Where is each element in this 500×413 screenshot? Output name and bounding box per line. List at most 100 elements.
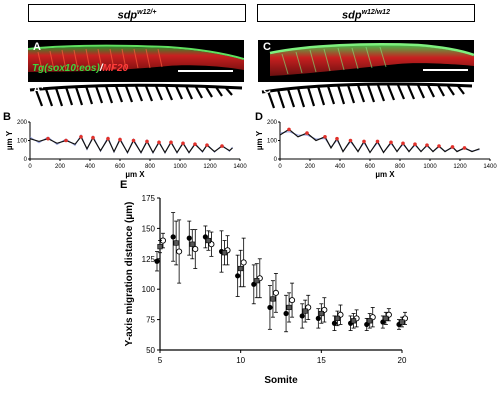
panel-c-image: [258, 40, 474, 82]
panel-b-trace-chart: 0 200 400 600 800 1000 1200 1400 0 100 200 µm X µm Y: [5, 120, 247, 179]
chart-e-point-filled: [299, 313, 305, 319]
chart-e-point-filled: [283, 310, 289, 317]
trace-d-y-tick-label: 100: [267, 139, 278, 145]
panel-c-micrograph: [269, 43, 474, 76]
panel-label-a-prime: A': [33, 84, 44, 96]
chart-e-point-square: [270, 296, 276, 302]
header-left-base: sdp: [117, 9, 138, 22]
panel-e-migration-chart: 50 75 100 125 150 175 5 10 15 20 Somite Y-axis migr…: [124, 194, 409, 386]
chart-e-point-filled: [235, 273, 241, 279]
panel-a-micrograph: [28, 44, 244, 72]
chart-e-point-square: [286, 304, 292, 311]
trace-b-peak-marker: [91, 135, 95, 140]
chart-e-point-open: [192, 246, 199, 253]
trace-d-y-axis-label: µm Y: [255, 130, 264, 150]
label-mf20: MF20: [102, 63, 129, 74]
panel-d-trace-chart: 0 200 400 600 800 1000 1200 1400 0 100 200 µm X µm Y: [255, 120, 497, 179]
chart-e-point-filled: [315, 315, 321, 321]
panel-label-b: B: [3, 111, 11, 123]
trace-b-peak-marker: [157, 140, 161, 145]
panel-label-c-prime: C': [263, 84, 274, 96]
trace-b-x-axis-label: µm X: [125, 170, 145, 179]
trace-d-peak-marker: [348, 138, 353, 143]
trace-b-y-tick-label: 100: [17, 139, 28, 145]
chart-e-point-filled: [154, 258, 160, 264]
trace-d-x-tick-label: 200: [305, 164, 316, 170]
panel-c-prime-skeleton: [258, 82, 474, 110]
header-left-genotype: w12/+: [137, 9, 157, 16]
chart-e-point-filled: [186, 235, 192, 241]
trace-b-peak-marker: [46, 136, 50, 141]
trace-d-peak-marker: [335, 136, 339, 141]
trace-b-peak-marker: [118, 137, 122, 142]
chart-e-point-square: [302, 308, 308, 314]
panel-a-prime-skeleton: [28, 82, 244, 110]
trace-d-peak-marker: [462, 146, 467, 150]
trace-d-peak-marker: [437, 144, 441, 148]
chart-e-point-square: [318, 310, 324, 317]
label-close: ): [96, 63, 100, 74]
trace-b-peak-marker: [181, 141, 185, 146]
chart-e-y-tick-label: 125: [142, 255, 156, 264]
trace-b-peak-marker: [79, 135, 83, 139]
panel-label-d: D: [255, 111, 263, 123]
trace-d-peak-marker: [305, 131, 309, 135]
chart-e-point-square: [221, 250, 228, 256]
trace-d-peak-marker: [375, 139, 380, 144]
panel-label-a: A: [33, 41, 41, 53]
chart-e-point-square: [351, 318, 357, 324]
trace-d-peak-marker: [450, 145, 455, 149]
panel-a-image: Tg(sox10:eos)/MF20: [28, 40, 244, 82]
panel-label-e: E: [120, 179, 128, 191]
trace-b-y-tick-label: 200: [17, 120, 28, 126]
trace-b-trace-line: [29, 135, 233, 154]
trace-b-y-tick-label: 0: [24, 157, 28, 163]
trace-d-y-tick-label: 0: [274, 157, 278, 163]
chart-e-x-tick-label: 5: [158, 356, 163, 365]
trace-b-peak-marker: [106, 136, 110, 141]
trace-b-x-tick-label: 600: [115, 164, 126, 170]
trace-d-y-tick-label: 200: [267, 120, 278, 126]
chart-e-point-open: [289, 297, 296, 304]
trace-d-trace-line: [279, 128, 480, 154]
trace-d-x-tick-label: 1200: [453, 164, 467, 170]
panel-a-prime-trace: [29, 83, 243, 107]
chart-e-point-open: [240, 259, 247, 266]
chart-e-point-square: [173, 240, 179, 246]
chart-e-point-square: [383, 315, 389, 321]
header-heterozygous: sdpw12/+: [28, 4, 246, 22]
chart-e-point-open: [272, 289, 279, 296]
trace-b-peak-marker: [145, 139, 149, 144]
label-tg: Tg(: [32, 63, 48, 74]
trace-d-x-axis-label: µm X: [375, 170, 395, 179]
trace-d-peak-marker: [323, 135, 327, 139]
chart-e-point-square: [189, 241, 195, 247]
trace-d-x-tick-label: 1000: [423, 164, 437, 170]
panel-a-stain-label: Tg(sox10:eos)/MF20: [32, 63, 128, 74]
chart-e-x-tick-label: 20: [398, 356, 407, 365]
trace-b-peak-marker: [64, 138, 68, 143]
chart-e-x-axis-label: Somite: [264, 375, 298, 386]
trace-b-x-tick-label: 1400: [233, 164, 247, 170]
trace-d-peak-marker: [389, 140, 393, 145]
chart-e-point-square: [367, 318, 373, 324]
label-slash: /: [99, 63, 103, 74]
chart-e-point-filled: [170, 234, 176, 240]
trace-b-x-tick-label: 1200: [203, 164, 217, 170]
trace-b-peak-marker: [131, 138, 136, 143]
trace-b-x-tick-label: 200: [55, 164, 66, 170]
trace-b-x-tick-label: 800: [145, 164, 156, 170]
chart-e-point-square: [205, 237, 211, 244]
chart-e-point-filled: [267, 304, 273, 311]
chart-e-y-tick-label: 50: [146, 346, 155, 355]
trace-d-peak-marker: [425, 143, 429, 147]
header-right-genotype: w12/w12: [361, 9, 390, 16]
chart-e-point-square: [238, 265, 244, 272]
trace-b-peak-marker: [220, 144, 224, 148]
trace-d-peak-marker: [362, 139, 366, 144]
chart-e-y-tick-label: 75: [146, 316, 155, 325]
trace-b-x-tick-label: 1000: [173, 164, 187, 170]
trace-b-peak-marker: [193, 142, 197, 146]
trace-b-x-tick-label: 0: [28, 164, 32, 170]
trace-d-x-tick-label: 0: [278, 164, 282, 170]
